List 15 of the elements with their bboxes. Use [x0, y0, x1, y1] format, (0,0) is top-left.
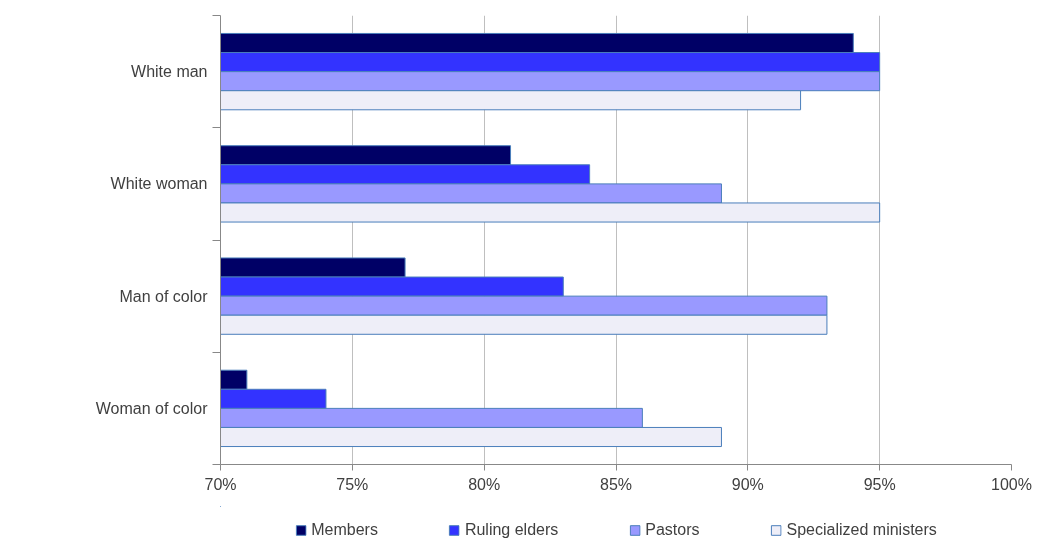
legend-label: Pastors	[645, 521, 700, 539]
x-tick-label: 85%	[599, 475, 633, 493]
x-tick-label: 90%	[731, 475, 764, 493]
legend-label: Ruling elders	[464, 521, 559, 539]
x-tick-label: 95%	[863, 475, 896, 493]
y-tick-label: White woman	[110, 175, 208, 193]
legend-label: Specialized ministers	[786, 521, 937, 539]
x-tick-label: 100%	[991, 475, 1032, 493]
x-tick-label: 80%	[468, 475, 501, 493]
x-tick-label: 75%	[336, 475, 369, 493]
y-tick-label: White man	[131, 63, 208, 81]
x-tick-label: 70%	[204, 475, 237, 493]
y-tick-label: Man of color	[119, 287, 209, 305]
legend-label: Members	[311, 521, 378, 539]
y-tick-label: Woman of color	[95, 399, 209, 417]
